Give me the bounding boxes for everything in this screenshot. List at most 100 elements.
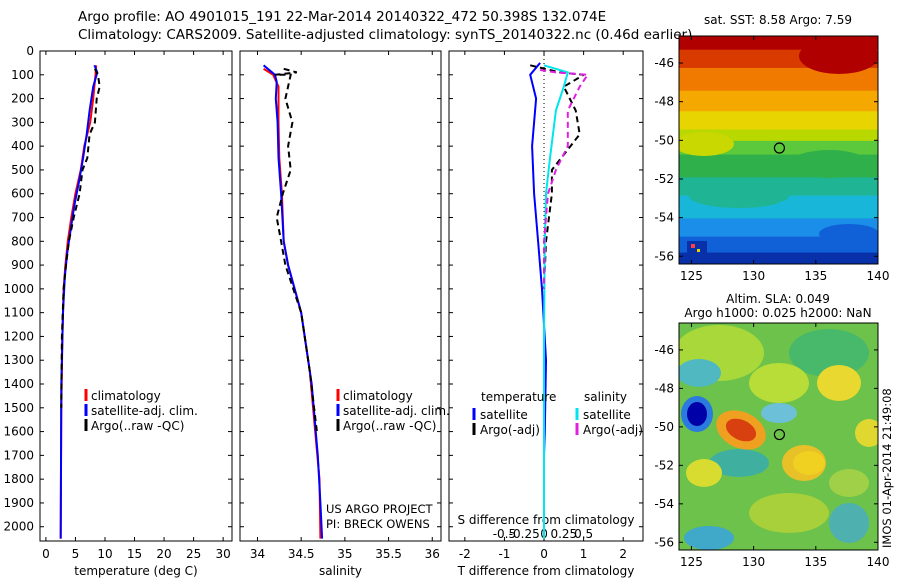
depth-tick-label: 300: [11, 115, 34, 129]
depth-tick-label: 0: [26, 44, 34, 58]
legend-label: satellite: [583, 408, 631, 422]
sst-patch: [679, 132, 734, 156]
x-tick-label: 30: [215, 547, 230, 561]
x-tick-label: 5: [72, 547, 80, 561]
x-tick-label: 34: [250, 547, 265, 561]
sla-patch: [829, 469, 869, 497]
panel-annotation: PI: BRECK OWENS: [326, 517, 430, 531]
series-line-argo---raw--qc-: [274, 67, 318, 432]
x-tick-label: 25: [186, 547, 201, 561]
depth-tick-label: 900: [11, 258, 34, 272]
top-x-tick-label: -0.5: [493, 527, 516, 541]
sla-low-anomaly-core: [687, 402, 707, 426]
sst-map-y-tick-label: -54: [654, 211, 674, 225]
depth-tick-label: 1500: [3, 401, 34, 415]
sst-band: [679, 252, 878, 264]
sla-map-y-tick-label: -54: [654, 497, 674, 511]
depth-tick-label: 500: [11, 163, 34, 177]
sla-map-frame: [678, 322, 879, 551]
series-line-argo--adj-: [529, 64, 587, 289]
x-tick-label: 20: [156, 547, 171, 561]
x-tick-label: 35: [337, 547, 352, 561]
profile-panel-2: 34 34.5 35 35.5 36 salinity: [239, 50, 442, 578]
depth-tick-label: 800: [11, 234, 34, 248]
depth-tick-label: 1700: [3, 448, 34, 462]
sla-map-title-line-2: Argo h1000: 0.025 h2000: NaN: [684, 306, 871, 320]
sst-map-x-tick-label: 130: [742, 269, 765, 283]
legend-label: Argo(..raw -QC): [343, 419, 436, 433]
sla-patch: [793, 451, 825, 475]
x-axis-label: temperature (deg C): [74, 564, 197, 578]
profile-panel-1: 0100200300400500600700800900100011001200…: [3, 44, 233, 578]
depth-tick-label: 1300: [3, 353, 34, 367]
sst-band: [679, 111, 878, 131]
panel-frame: [39, 50, 233, 542]
depth-tick-label: 700: [11, 211, 34, 225]
x-tick-label: 2: [619, 547, 627, 561]
series-line-climatology: [263, 67, 322, 539]
sla-map-y-tick-label: -56: [654, 535, 674, 549]
sla-map-y-tick-label: -52: [654, 458, 674, 472]
depth-tick-label: 1800: [3, 472, 34, 486]
sla-map-title-line-1: Altim. SLA: 0.049: [726, 292, 830, 306]
sst-argo-location-marker: [773, 142, 786, 154]
sla-map: [678, 322, 879, 551]
legend-panel-3: temperature salinitysatelliteArgo(-adj)sa…: [472, 390, 643, 437]
profile-panel-3: -2 -1 0 1 2 T difference from climatology S di…: [448, 50, 644, 578]
series-line-satellite: [543, 64, 570, 539]
depth-tick-label: 600: [11, 187, 34, 201]
sla-map-x-tick-label: 130: [742, 555, 765, 569]
sst-map-y-tick-label: -50: [654, 133, 674, 147]
sst-patch: [697, 249, 700, 252]
x-tick-label: 15: [127, 547, 142, 561]
sla-patch: [761, 403, 797, 423]
top-x-tick-label: 0.5: [574, 527, 593, 541]
x-axis-label: salinity: [319, 564, 362, 578]
sst-patch: [691, 244, 695, 248]
x-tick-label: 34.5: [288, 547, 315, 561]
series-line-climatology: [59, 65, 98, 539]
x-tick-label: 1: [580, 547, 588, 561]
sst-map: [678, 35, 879, 265]
x-tick-label: 35.5: [375, 547, 402, 561]
sst-map-y-tick-label: -52: [654, 172, 674, 186]
series-line-satellite-adj--clim-: [262, 64, 324, 539]
sst-map-y-tick-label: -48: [654, 95, 674, 109]
legend-label: Argo(-adj): [583, 423, 643, 437]
sla-map-y-tick-label: -48: [654, 381, 674, 395]
depth-tick-label: 400: [11, 139, 34, 153]
legend-heading: temperature: [481, 390, 556, 404]
sst-map-y-tick-label: -46: [654, 56, 674, 70]
sst-map-y-tick-label: -56: [654, 249, 674, 263]
sla-map-x-tick-label: 125: [680, 555, 703, 569]
sla-patch: [817, 365, 861, 401]
depth-tick-label: 1900: [3, 496, 34, 510]
depth-tick-label: 100: [11, 68, 34, 82]
sla-map-field: [679, 323, 878, 550]
sst-band: [679, 90, 878, 113]
depth-tick-label: 200: [11, 92, 34, 106]
sst-warm-patch: [799, 38, 878, 74]
sst-patch: [689, 184, 789, 208]
top-x-tick-label: -0.25: [509, 527, 540, 541]
sla-high-anomaly-core: [725, 418, 757, 442]
x-axis-label: T difference from climatology: [457, 564, 635, 578]
panel-frame: [239, 50, 442, 542]
series-line-argo---raw--qc-: [60, 68, 101, 408]
top-axis-label: S difference from climatology: [458, 513, 635, 527]
sla-patch: [749, 363, 809, 403]
x-tick-label: 36: [425, 547, 440, 561]
x-tick-label: 0: [42, 547, 50, 561]
legend-label: satellite: [480, 408, 528, 422]
series-line-satellite-adj--clim-: [59, 64, 99, 539]
depth-tick-label: 1000: [3, 282, 34, 296]
sla-patch: [855, 419, 878, 447]
sla-patch: [684, 526, 734, 550]
legend-label: Argo(-adj): [480, 423, 540, 437]
x-tick-label: -1: [498, 547, 510, 561]
sla-map-x-tick-label: 140: [867, 555, 890, 569]
sst-patch: [789, 150, 869, 178]
